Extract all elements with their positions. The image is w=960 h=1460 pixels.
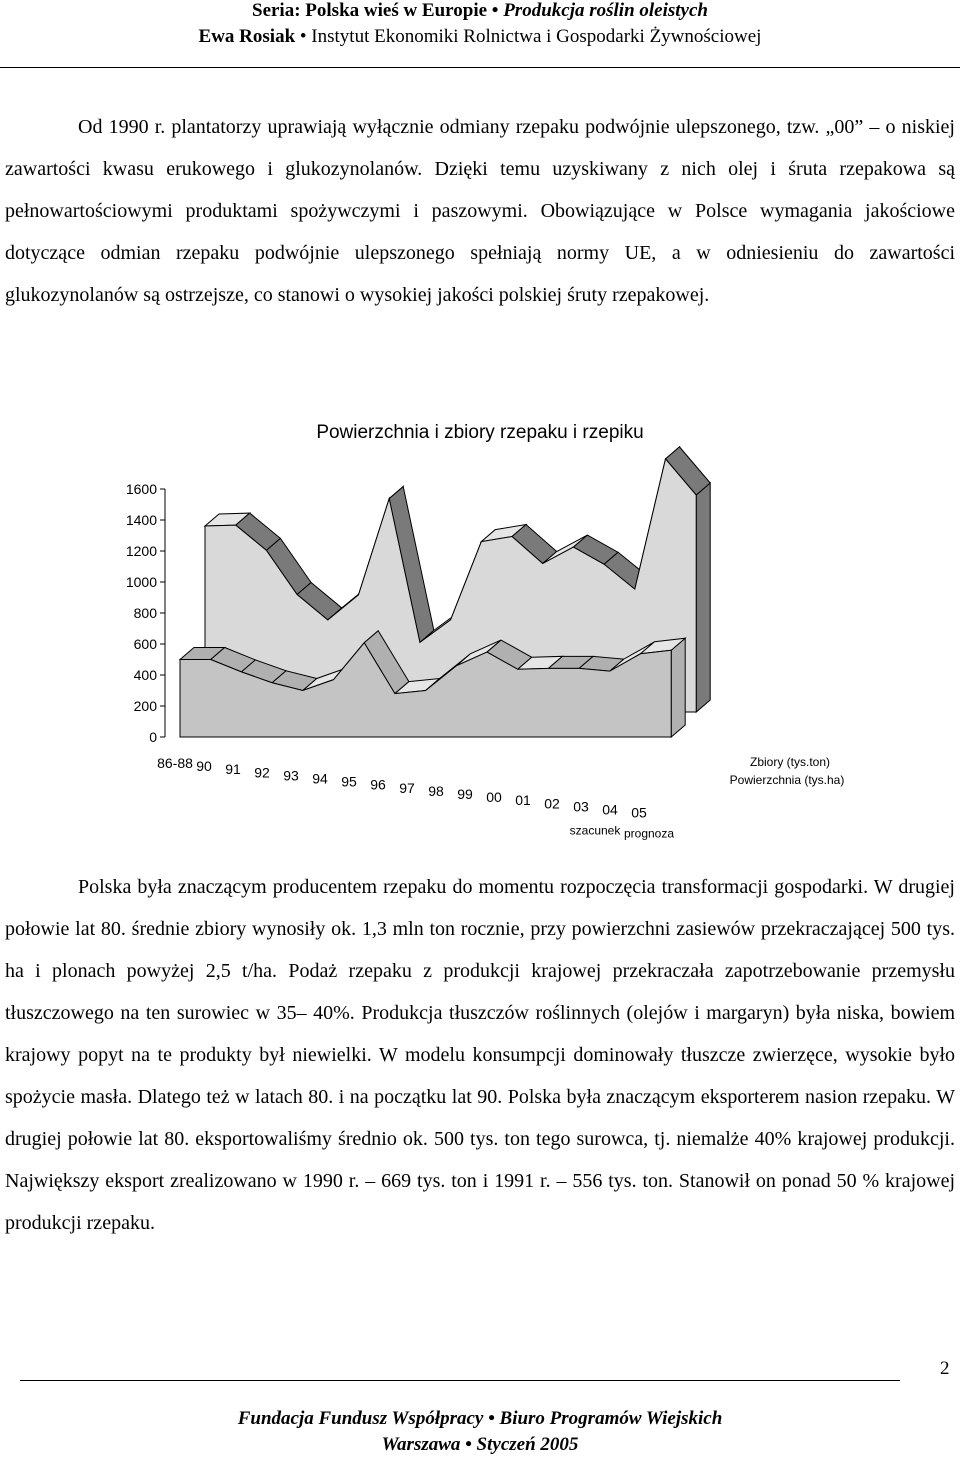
author: Ewa Rosiak [198,26,296,47]
y-tick-label: 200 [134,698,158,714]
footer-rule [20,1380,900,1381]
legend-label: Powierzchnia (tys.ha) [730,773,845,787]
y-tick-label: 0 [149,729,157,745]
chart-title: Powierzchnia i zbiory rzepaku i rzepiku [316,422,643,443]
x-tick-label: 04 [602,802,618,818]
paragraph: Od 1990 r. plantatorzy uprawiają wyłączn… [5,116,955,306]
x-tick-label: 98 [428,783,444,799]
x-tick-label: 93 [283,767,299,783]
y-tick-label: 600 [134,636,158,652]
x-tick-label: 03 [573,798,589,814]
x-tick-label: 97 [399,780,415,796]
category-note: szacunek [570,824,622,838]
area-side [670,637,686,739]
x-tick-label: 01 [515,792,531,808]
x-tick-label: 99 [457,786,473,802]
area [179,641,672,738]
paragraph: Polska była znaczącym producentem rzepak… [5,876,955,1234]
series-label: Seria: Polska wieś w Europie [252,0,488,21]
page-number: 2 [940,1358,950,1379]
x-tick-label: 02 [544,795,560,811]
header-rule [0,67,960,68]
y-tick-label: 1200 [126,543,157,559]
category-note: prognoza [624,827,674,840]
x-tick-label: 94 [312,771,328,787]
x-tick-label: 96 [370,777,386,793]
institute: Instytut Ekonomiki Rolnictwa i Gospodark… [311,26,762,47]
header-line-2: Ewa Rosiak • Instytut Ekonomiki Rolnictw… [198,26,762,47]
y-tick-label: 1600 [126,481,157,497]
x-tick-label: 05 [631,805,647,821]
x-tick-label: 00 [486,789,502,805]
x-tick-label: 90 [196,758,212,774]
header-line-1: Seria: Polska wieś w Europie • Produkcja… [252,0,708,21]
x-tick-label: 95 [341,774,357,790]
x-tick-label: 86-88 [157,755,193,771]
area-side [695,481,711,714]
y-tick-label: 800 [134,605,158,621]
footer-line-1: Fundacja Fundusz Współpracy • Biuro Prog… [237,1408,723,1429]
y-tick-label: 400 [134,667,158,683]
x-tick-label: 92 [254,764,270,780]
series-title: Produkcja roślin oleistych [503,0,708,21]
area [204,457,697,713]
legend-label: Zbiory (tys.ton) [750,755,830,769]
y-tick-label: 1000 [126,574,157,590]
chart: Powierzchnia i zbiory rzepaku i rzepiku … [126,422,845,840]
x-tick-label: 91 [225,761,241,777]
y-tick-label: 1400 [126,512,157,528]
footer-line-2: Warszawa • Styczeń 2005 [381,1434,579,1455]
